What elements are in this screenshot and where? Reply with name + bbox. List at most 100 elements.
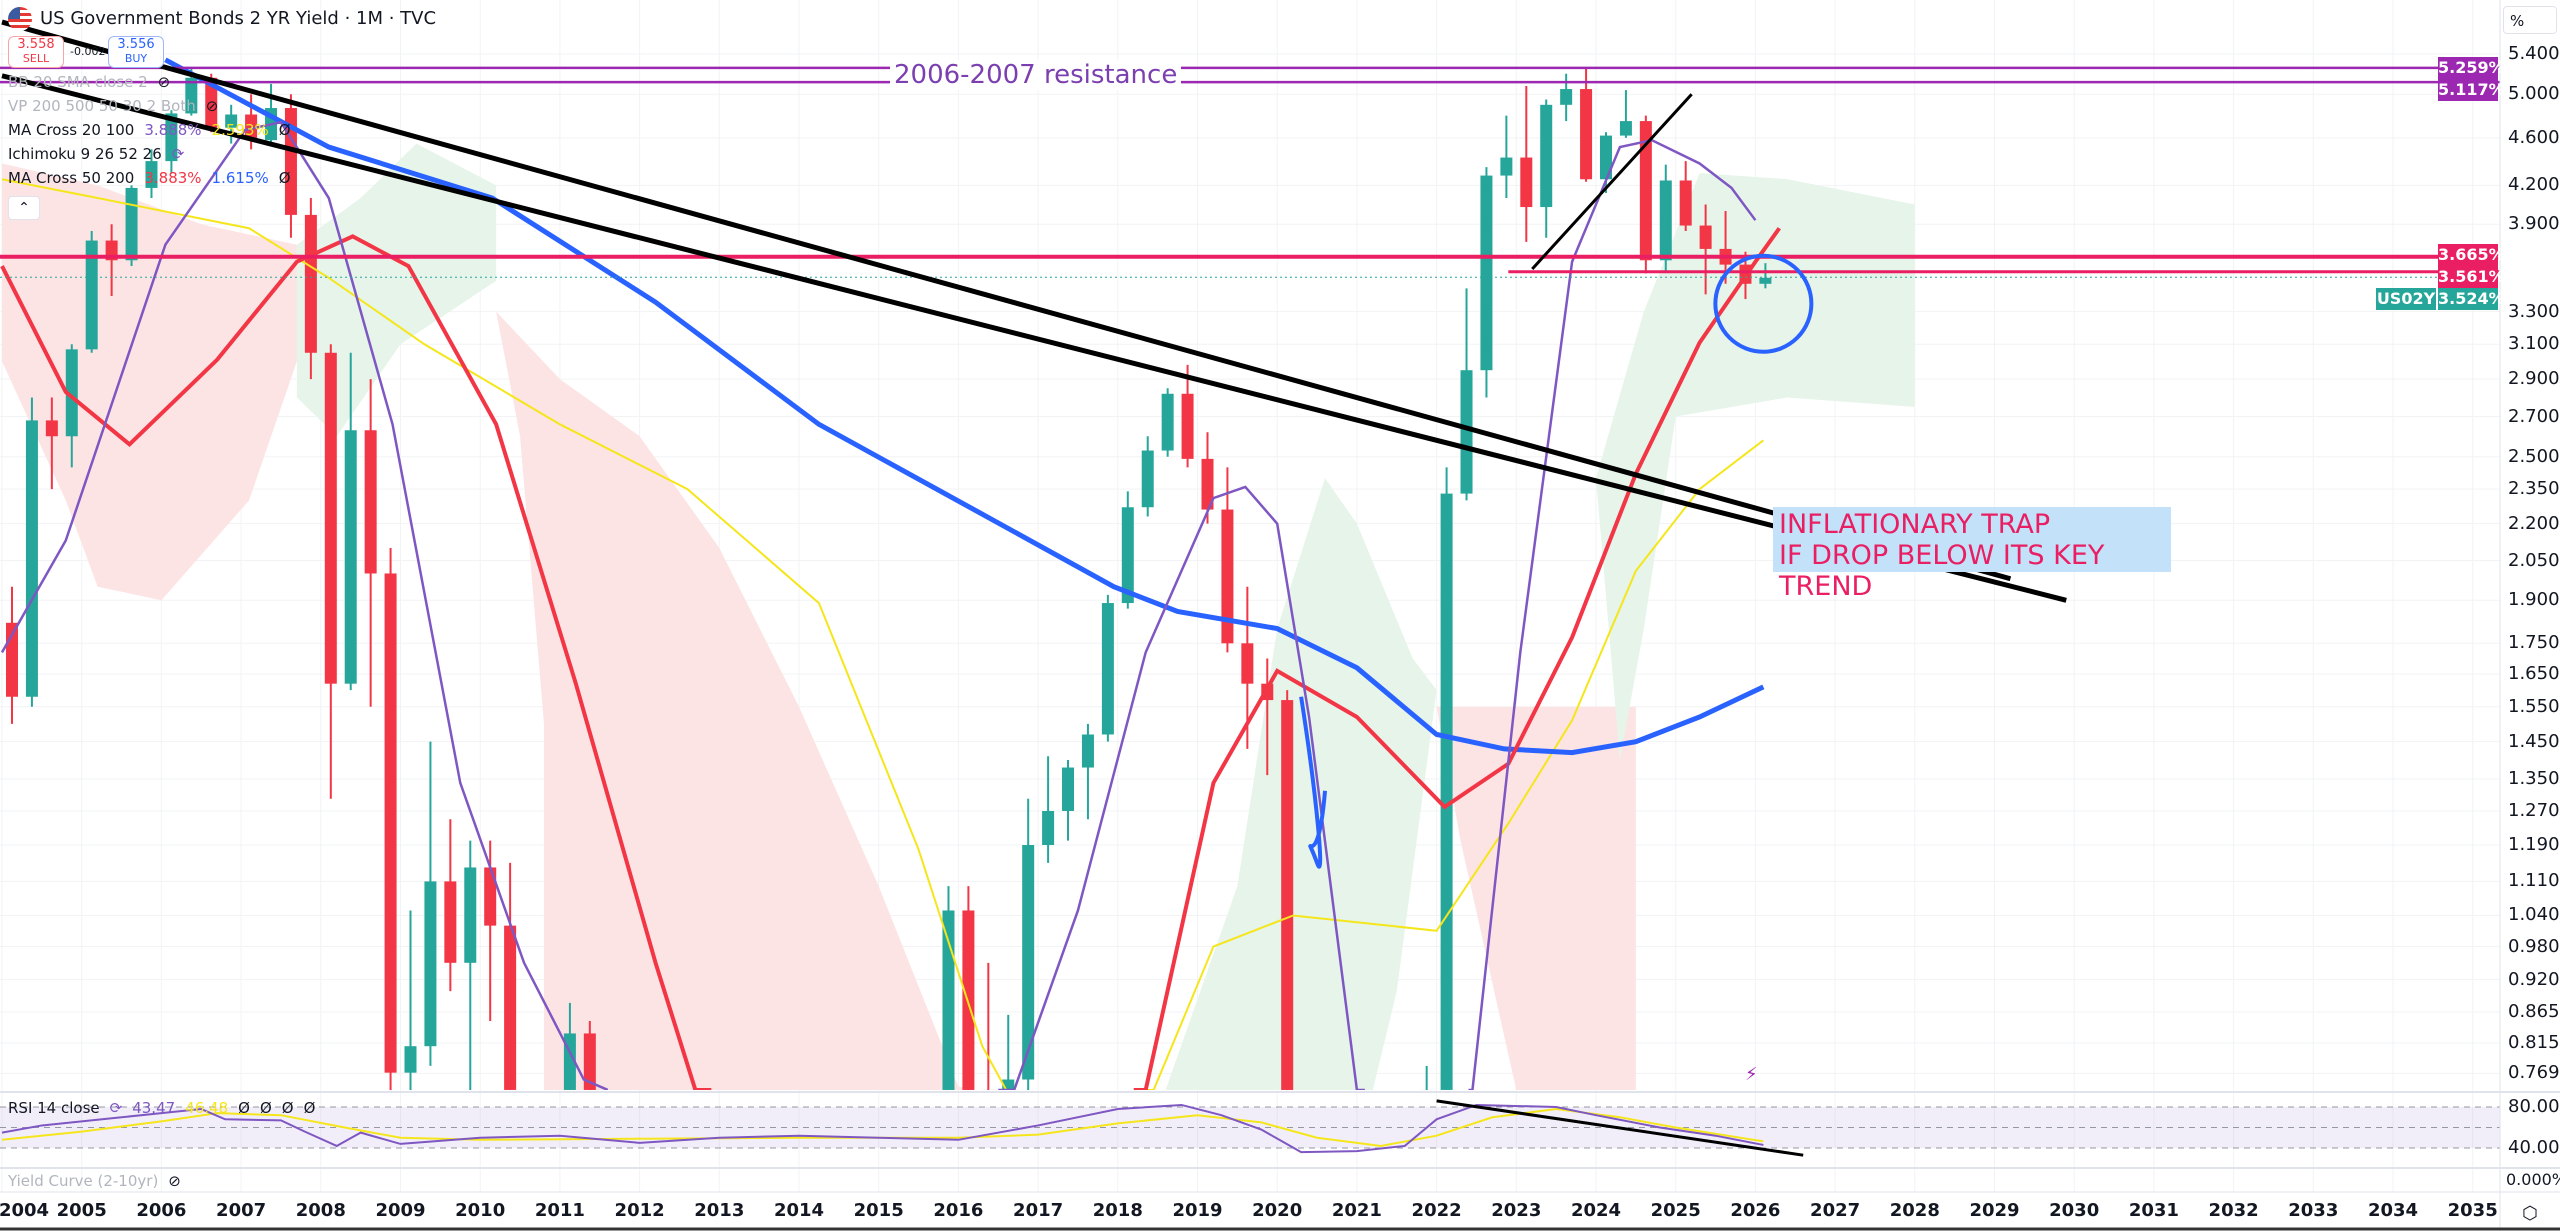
x-tick-label: 2018 xyxy=(1092,1200,1143,1221)
indicator-value: 3.883% xyxy=(144,169,202,187)
candle-body xyxy=(145,161,158,188)
x-tick-label: 2027 xyxy=(1810,1200,1861,1221)
collapse-legend-button[interactable]: ⌃ xyxy=(8,196,40,220)
indicator-legend[interactable]: MA Cross 50 200 3.883% 1.615% Ø xyxy=(8,168,291,188)
x-tick-label: 2010 xyxy=(455,1200,506,1221)
y-tick-label: 0.815% xyxy=(2508,1031,2560,1053)
x-tick-label: 2016 xyxy=(933,1200,984,1221)
candle-body xyxy=(1141,450,1154,508)
symbol-title-text: US Government Bonds 2 YR Yield · 1M · TV… xyxy=(40,8,437,29)
candle-body xyxy=(364,430,377,574)
x-tick-label: 2020 xyxy=(1252,1200,1303,1221)
y-tick-label: 0.769% xyxy=(2508,1062,2560,1084)
inflationary-trap-note[interactable]: INFLATIONARY TRAP IF DROP BELOW ITS KEY … xyxy=(1773,507,2171,602)
candle-body xyxy=(65,349,78,437)
trend-line xyxy=(1,73,2067,603)
note-line-1: INFLATIONARY TRAP xyxy=(1779,509,2051,540)
x-tick-label: 2014 xyxy=(773,1200,825,1221)
candle-body xyxy=(1639,121,1652,261)
x-tick-label: 2004 xyxy=(0,1200,50,1221)
x-tick-label: 2023 xyxy=(1491,1200,1542,1221)
sell-button[interactable]: 3.558 SELL xyxy=(8,36,64,68)
candle-body xyxy=(1281,700,1294,1090)
rsi-signal-line xyxy=(1,1108,1764,1147)
ma20-line xyxy=(1468,138,1757,1090)
indicator-legend[interactable]: VP 200 500 50 30 2 Both ⊘ xyxy=(8,96,218,116)
x-tick-label: 2007 xyxy=(216,1200,267,1221)
indicator-value: Ø xyxy=(278,169,291,187)
candle-body xyxy=(504,925,517,1090)
candle-body xyxy=(1500,157,1513,176)
indicator-legend[interactable]: MA Cross 20 100 3.888% 2.593% Ø xyxy=(8,120,291,140)
candle-body xyxy=(245,114,258,141)
eye-hidden-icon[interactable]: ⊘ xyxy=(168,1172,181,1190)
y-tick-label: 5.400% xyxy=(2508,43,2560,64)
candle-body xyxy=(464,867,477,963)
candle-body xyxy=(85,240,98,350)
candle-body xyxy=(1600,135,1612,180)
resistance-label: 2006-2007 resistance xyxy=(890,60,1182,90)
indicator-legend[interactable]: BB 20 SMA close 2 ⊘ xyxy=(8,72,170,92)
rsi-line xyxy=(1,1103,1764,1154)
candle-body xyxy=(1440,493,1453,1090)
cloud-bullish xyxy=(1596,173,1915,761)
lightning-icon[interactable]: ⚡ xyxy=(1745,1064,1758,1085)
y-tick-label: 5.000% xyxy=(2508,83,2560,105)
y-tick-label: 3.300% xyxy=(2508,300,2560,322)
rsi-value: Ø xyxy=(259,1099,272,1117)
indicator-name: VP 200 500 50 30 2 Both xyxy=(8,97,196,115)
candle-body xyxy=(1699,225,1712,249)
ichimoku-cloud xyxy=(2,143,1915,1090)
x-tick-label: 2019 xyxy=(1172,1200,1223,1221)
eye-hidden-icon[interactable]: ⊘ xyxy=(205,97,219,115)
rsi-axis-label: 80.00 xyxy=(2508,1096,2560,1117)
note-line-2: IF DROP BELOW ITS KEY TREND xyxy=(1779,540,2105,602)
y-tick-label: 4.200% xyxy=(2508,174,2560,196)
moving-averages xyxy=(0,57,1781,1090)
unit-selector[interactable]: % xyxy=(2503,6,2557,34)
x-tick-label: 2022 xyxy=(1411,1200,1462,1221)
refresh-icon: ⟳ xyxy=(171,145,185,163)
x-tick-label: 2021 xyxy=(1331,1200,1382,1221)
drawings[interactable] xyxy=(0,19,2500,869)
ma100-line xyxy=(1141,439,1764,1090)
candle-body xyxy=(444,881,457,963)
buy-label: BUY xyxy=(124,52,148,65)
symbol-title[interactable]: US Government Bonds 2 YR Yield · 1M · TV… xyxy=(8,6,436,32)
x-tick-label: 2034 xyxy=(2367,1200,2419,1221)
x-tick-label: 2030 xyxy=(2049,1200,2100,1221)
yield-curve-axis-label: 0.000% xyxy=(2506,1170,2560,1189)
x-tick-label: 2025 xyxy=(1650,1200,1701,1221)
y-tick-label: 1.750% xyxy=(2508,632,2560,654)
y-tick-label: 1.550% xyxy=(2508,695,2560,717)
candle-body xyxy=(205,77,218,128)
rsi-value: 43.47 xyxy=(132,1099,176,1117)
candle-body xyxy=(1520,157,1533,208)
candle-body xyxy=(1759,277,1772,284)
yield-curve-legend[interactable]: Yield Curve (2-10yr) ⊘ xyxy=(8,1171,181,1191)
candle-body xyxy=(424,881,437,1047)
candle-body xyxy=(125,187,138,261)
rsi-legend[interactable]: RSI 14 close ⟳ 43.47 46.48 Ø Ø Ø Ø xyxy=(8,1098,315,1118)
candle-body xyxy=(1580,89,1593,180)
candle-body xyxy=(942,910,955,1090)
y-tick-label: 2.700% xyxy=(2508,405,2560,427)
x-tick-label: 2009 xyxy=(375,1200,426,1221)
settings-icon[interactable]: ⬡ xyxy=(2522,1203,2538,1224)
y-tick-label: 1.450% xyxy=(2508,730,2560,752)
candle-body xyxy=(404,1046,417,1073)
indicator-legend[interactable]: Ichimoku 9 26 52 26 ⟳ xyxy=(8,144,184,164)
buy-button[interactable]: 3.556 BUY xyxy=(108,36,164,68)
price-badge: 3.561% xyxy=(2438,266,2505,288)
candle-body xyxy=(225,114,238,128)
cloud-bullish xyxy=(1165,478,1437,1090)
rsi-value: Ø xyxy=(238,1099,250,1117)
spread: -0.002 xyxy=(70,45,106,58)
x-tick-label: 2005 xyxy=(56,1200,107,1221)
candle-body xyxy=(1241,643,1254,684)
eye-hidden-icon[interactable]: ⊘ xyxy=(157,73,171,91)
candle-body xyxy=(583,1033,596,1090)
x-tick-label: 2032 xyxy=(2208,1200,2259,1221)
y-tick-label: 2.050% xyxy=(2508,549,2560,571)
